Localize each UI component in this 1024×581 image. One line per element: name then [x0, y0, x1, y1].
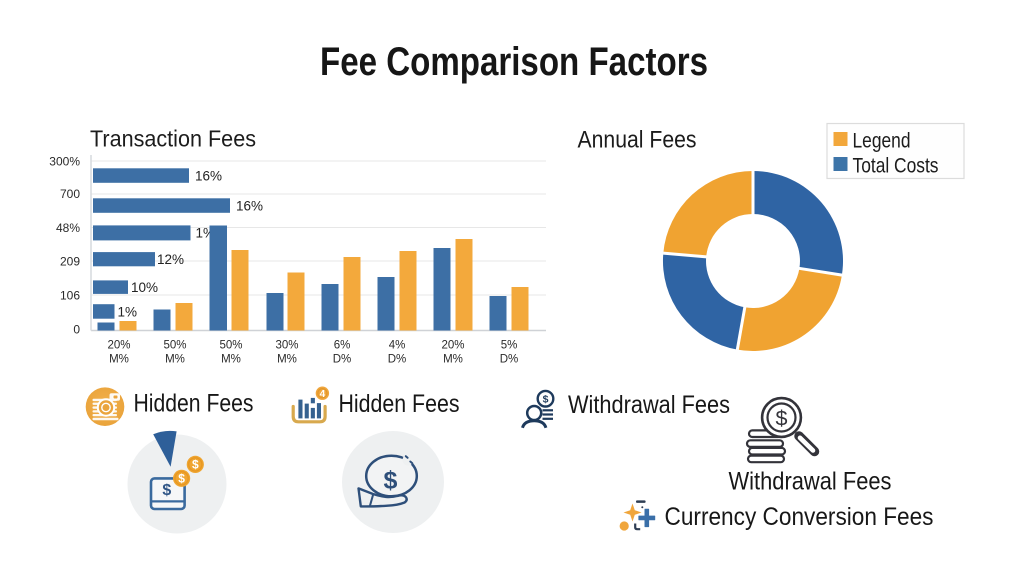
- svg-text:$: $: [162, 482, 171, 499]
- svg-text:Transaction Fees: Transaction Fees: [90, 126, 256, 152]
- svg-text:$: $: [776, 407, 788, 431]
- svg-text:4%: 4%: [389, 340, 406, 352]
- svg-text:$: $: [178, 472, 185, 486]
- svg-text:Hidden Fees: Hidden Fees: [339, 390, 460, 418]
- svg-text:50%: 50%: [163, 340, 186, 352]
- svg-text:106: 106: [60, 289, 80, 303]
- svg-text:Fee Comparison Factors: Fee Comparison Factors: [320, 40, 708, 84]
- svg-text:M%: M%: [443, 354, 463, 366]
- svg-text:M%: M%: [221, 354, 241, 366]
- svg-text:$: $: [543, 394, 549, 406]
- svg-text:Hidden Fees: Hidden Fees: [134, 390, 254, 418]
- svg-text:16%: 16%: [195, 169, 222, 184]
- svg-text:Withdrawal Fees: Withdrawal Fees: [729, 468, 892, 496]
- svg-text:700: 700: [60, 187, 80, 201]
- svg-text:D%: D%: [333, 354, 352, 366]
- svg-text:1%: 1%: [118, 305, 138, 320]
- svg-text:4: 4: [320, 389, 326, 400]
- svg-text:Total Costs: Total Costs: [853, 155, 939, 178]
- svg-text:Currency Conversion Fees: Currency Conversion Fees: [665, 503, 934, 531]
- svg-text:12%: 12%: [157, 252, 184, 267]
- svg-text:20%: 20%: [441, 340, 464, 352]
- svg-text:48%: 48%: [56, 221, 80, 235]
- svg-text:Withdrawal Fees: Withdrawal Fees: [568, 391, 730, 419]
- svg-text:$: $: [192, 458, 199, 472]
- svg-text:50%: 50%: [219, 340, 242, 352]
- svg-text:0: 0: [73, 323, 80, 337]
- svg-text:M%: M%: [165, 354, 185, 366]
- svg-text:Annual Fees: Annual Fees: [578, 127, 697, 154]
- svg-text:30%: 30%: [275, 340, 298, 352]
- svg-text:300%: 300%: [49, 155, 80, 169]
- svg-text:D%: D%: [500, 354, 519, 366]
- svg-text:209: 209: [60, 255, 80, 269]
- svg-text:10%: 10%: [131, 280, 158, 295]
- svg-text:6%: 6%: [334, 340, 351, 352]
- svg-text:16%: 16%: [236, 199, 263, 214]
- svg-text:M%: M%: [109, 354, 129, 366]
- svg-text:Legend: Legend: [853, 130, 911, 153]
- svg-text:D%: D%: [388, 354, 407, 366]
- svg-text:M%: M%: [277, 354, 297, 366]
- svg-text:20%: 20%: [107, 340, 130, 352]
- svg-text:5%: 5%: [501, 340, 518, 352]
- svg-text:$: $: [384, 467, 398, 495]
